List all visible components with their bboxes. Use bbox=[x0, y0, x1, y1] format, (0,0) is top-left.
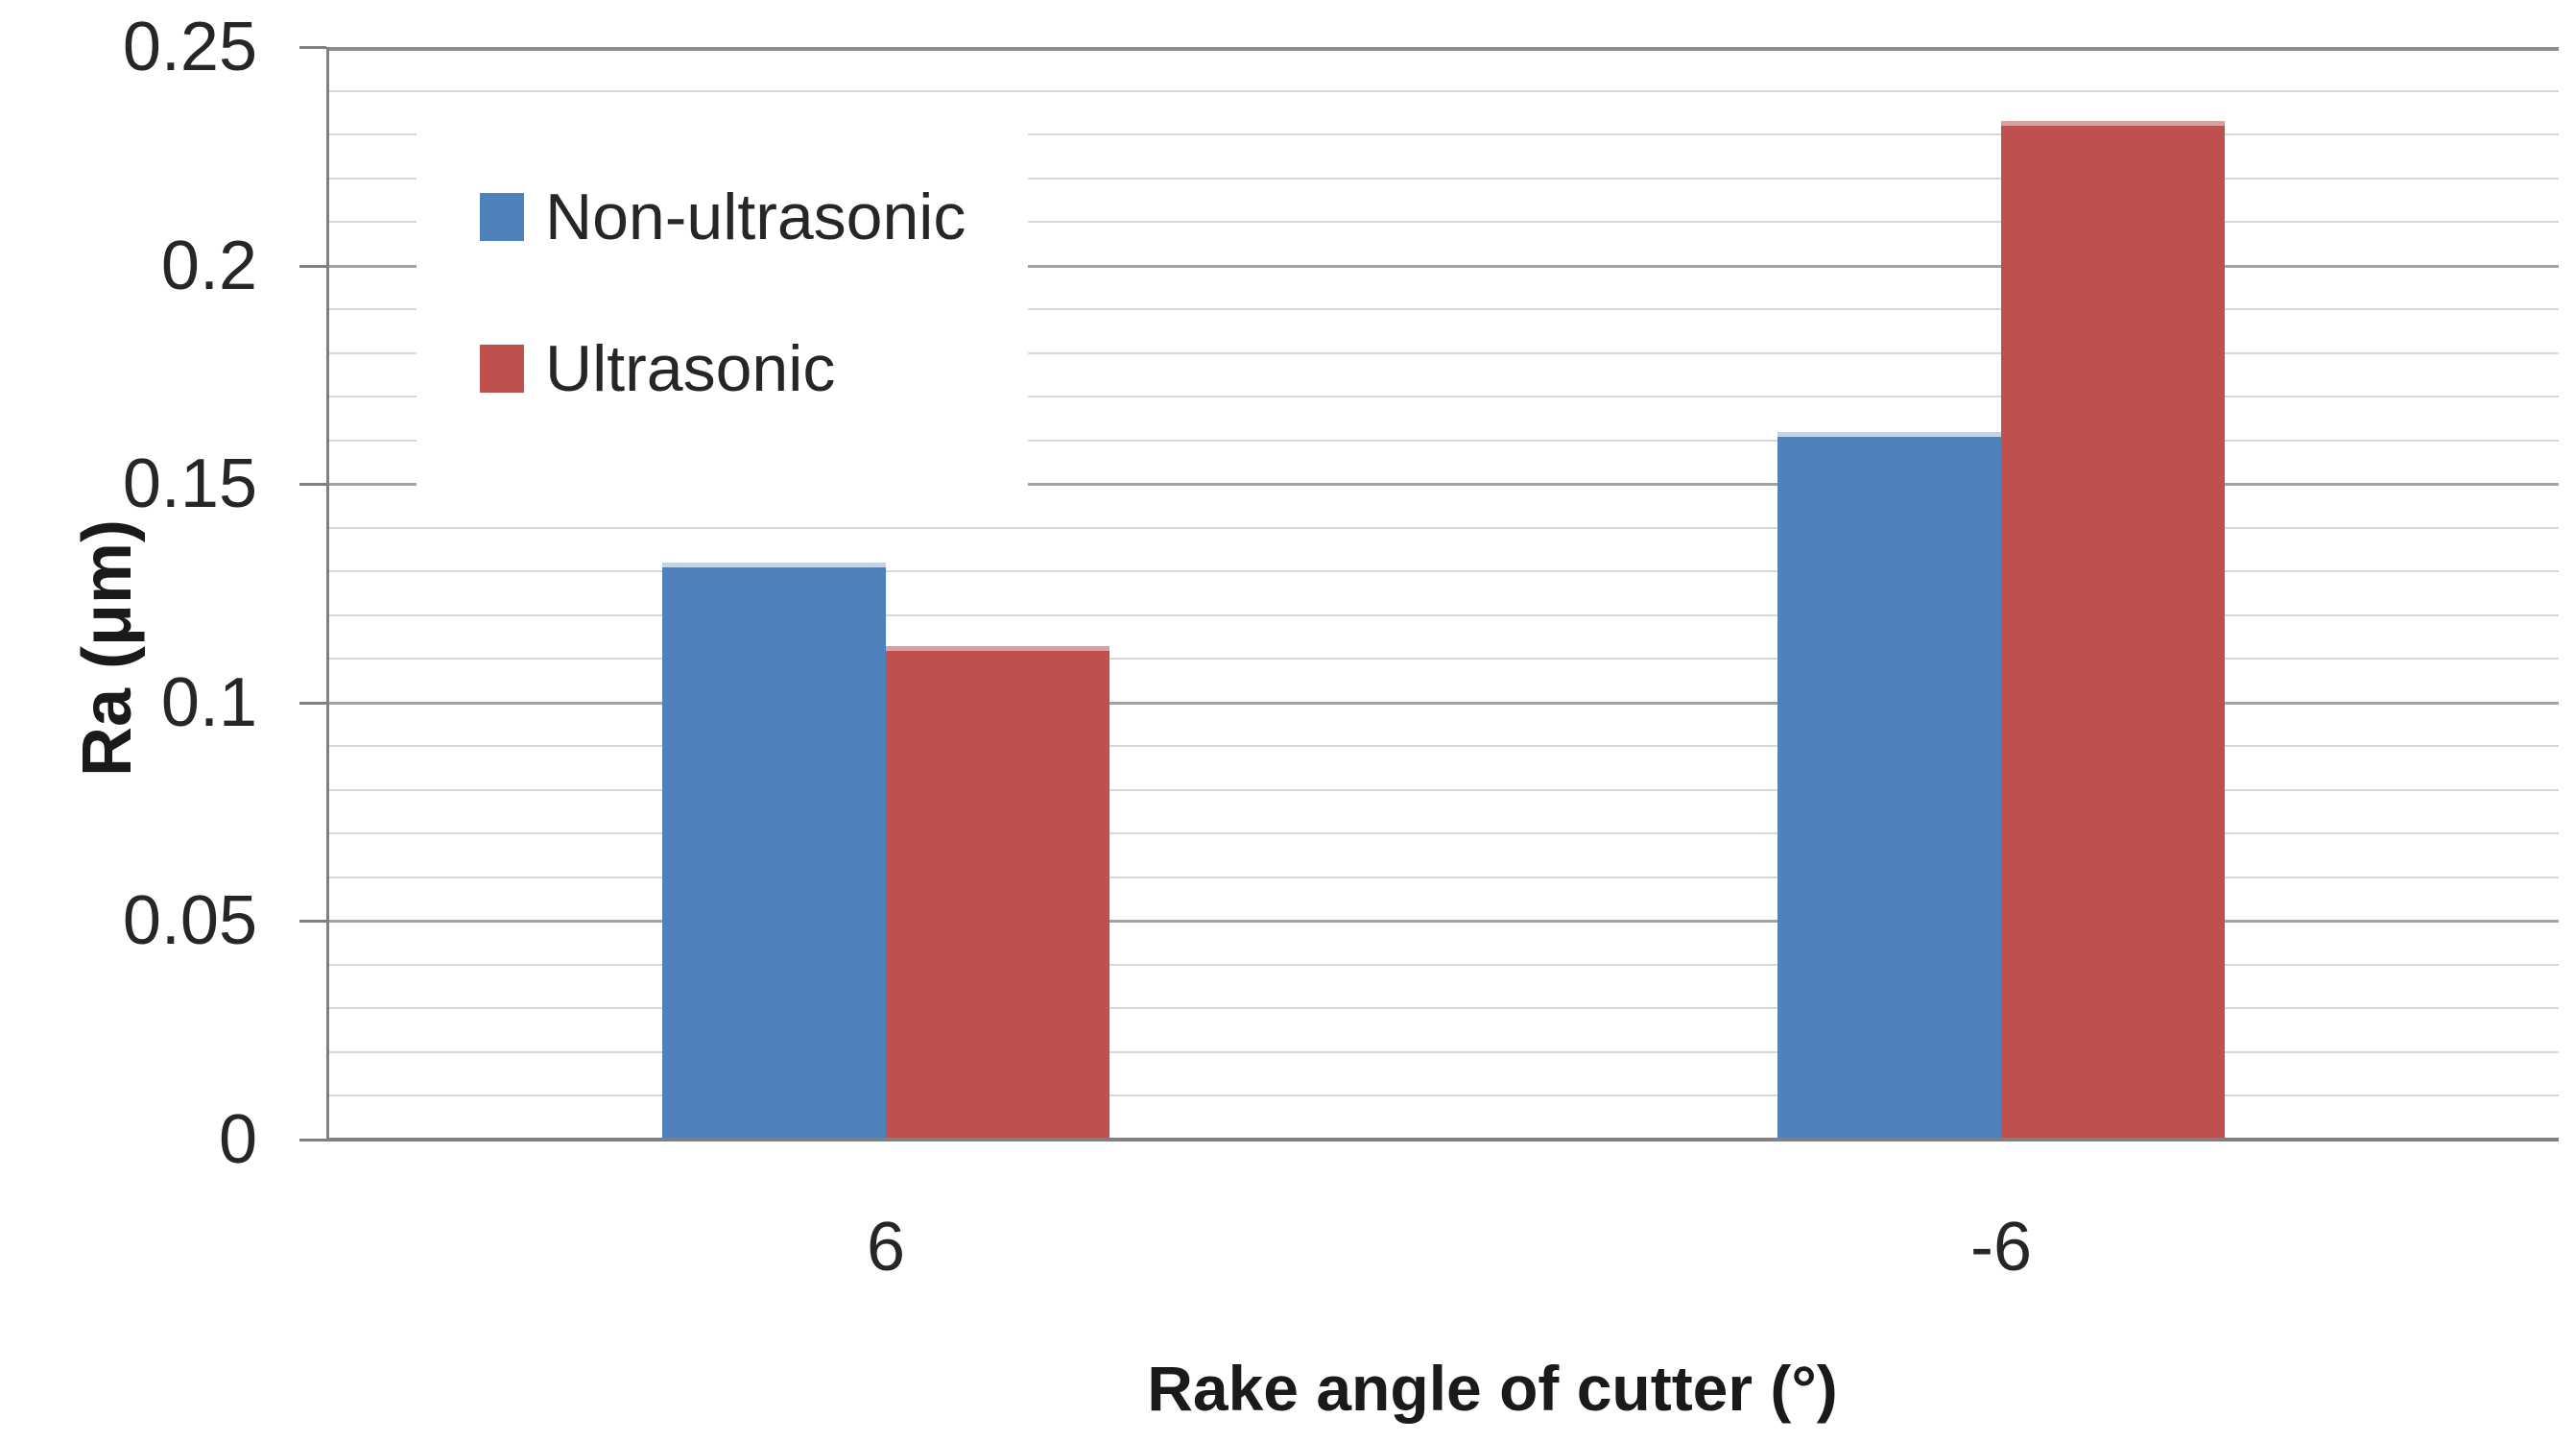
minor-gridline bbox=[328, 1050, 2559, 1053]
minor-gridline bbox=[328, 1007, 2559, 1010]
minor-gridline bbox=[328, 963, 2559, 966]
major-gridline bbox=[328, 483, 2559, 487]
minor-gridline bbox=[328, 1094, 2559, 1097]
x-axis-title: Rake angle of cutter (°) bbox=[1147, 1353, 1838, 1424]
plot-area bbox=[328, 47, 2559, 1140]
minor-gridline bbox=[328, 788, 2559, 791]
minor-gridline bbox=[328, 570, 2559, 573]
minor-gridline bbox=[328, 396, 2559, 398]
minor-gridline bbox=[328, 613, 2559, 616]
y-tick-label-0.15: 0.15 bbox=[122, 445, 257, 522]
bar-ultrasonic-cat--6 bbox=[2001, 121, 2225, 1140]
minor-gridline bbox=[328, 832, 2559, 835]
minor-gridline bbox=[328, 89, 2559, 92]
legend-label-non-ultrasonic: Non-ultrasonic bbox=[545, 180, 966, 253]
y-tick-label-0.1: 0.1 bbox=[160, 664, 257, 741]
legend-swatch-ultrasonic bbox=[480, 345, 524, 393]
bar-ultrasonic-cat-6 bbox=[886, 646, 1109, 1140]
x-axis-baseline bbox=[328, 1138, 2559, 1142]
minor-gridline bbox=[328, 876, 2559, 878]
x-tick-label--6: -6 bbox=[1969, 1209, 2033, 1286]
major-gridline bbox=[328, 920, 2559, 924]
minor-gridline bbox=[328, 745, 2559, 748]
minor-gridline bbox=[328, 308, 2559, 311]
minor-gridline bbox=[328, 351, 2559, 354]
major-gridline bbox=[328, 701, 2559, 705]
x-tick-label-6: 6 bbox=[866, 1209, 906, 1286]
y-tick-0.1 bbox=[299, 702, 326, 705]
bar-non-ultrasonic-cat--6 bbox=[1777, 432, 2001, 1140]
legend-label-ultrasonic: Ultrasonic bbox=[545, 332, 836, 405]
y-tick-label-0.05: 0.05 bbox=[122, 882, 257, 959]
y-tick-label-0: 0 bbox=[218, 1101, 257, 1178]
y-tick-label-0.2: 0.2 bbox=[160, 228, 257, 304]
minor-gridline bbox=[328, 439, 2559, 442]
minor-gridline bbox=[328, 221, 2559, 224]
legend-entry-ultrasonic: Ultrasonic bbox=[480, 336, 1028, 401]
bar-non-ultrasonic-cat-6 bbox=[662, 563, 886, 1140]
y-tick-0.25 bbox=[299, 46, 326, 49]
minor-gridline bbox=[328, 658, 2559, 661]
legend-swatch-non-ultrasonic bbox=[480, 193, 524, 241]
minor-gridline bbox=[328, 133, 2559, 136]
minor-gridline bbox=[328, 526, 2559, 529]
plot-top-border bbox=[328, 47, 2559, 51]
legend-entry-non-ultrasonic: Non-ultrasonic bbox=[480, 184, 1028, 250]
y-tick-0.15 bbox=[299, 483, 326, 486]
minor-gridline bbox=[328, 177, 2559, 180]
y-tick-0.2 bbox=[299, 265, 326, 268]
legend: Non-ultrasonic Ultrasonic bbox=[417, 96, 1028, 490]
y-tick-0.05 bbox=[299, 920, 326, 923]
y-tick-0 bbox=[299, 1139, 326, 1142]
y-tick-label-0.25: 0.25 bbox=[122, 9, 257, 85]
y-axis-line bbox=[326, 47, 329, 1142]
major-gridline bbox=[328, 264, 2559, 268]
